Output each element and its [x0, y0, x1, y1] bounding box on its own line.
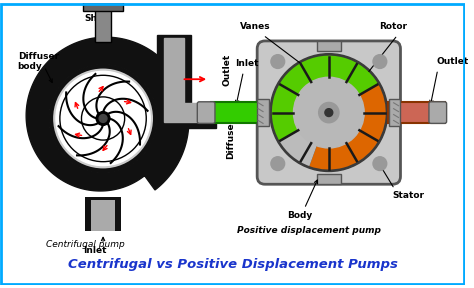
Text: Vanes: Vanes — [240, 22, 271, 31]
Polygon shape — [164, 38, 209, 122]
Polygon shape — [157, 35, 216, 128]
Circle shape — [293, 77, 364, 148]
Circle shape — [271, 55, 285, 69]
Text: Centrifugal pump: Centrifugal pump — [46, 240, 125, 249]
Text: Body: Body — [287, 211, 312, 220]
Circle shape — [373, 55, 387, 69]
Circle shape — [373, 157, 387, 170]
Wedge shape — [272, 56, 378, 141]
Bar — [83, 1, 123, 10]
Text: Stator: Stator — [392, 191, 425, 200]
Circle shape — [96, 112, 110, 125]
Text: Outlet: Outlet — [437, 57, 469, 66]
Text: Centrifugal vs Positive Displacement Pumps: Centrifugal vs Positive Displacement Pum… — [68, 258, 398, 271]
Text: Diffuser: Diffuser — [226, 118, 235, 159]
FancyBboxPatch shape — [197, 102, 215, 123]
Bar — [85, 197, 121, 231]
FancyBboxPatch shape — [429, 102, 447, 123]
Wedge shape — [280, 113, 329, 166]
Text: Outlet: Outlet — [223, 53, 232, 86]
FancyBboxPatch shape — [257, 41, 401, 184]
Wedge shape — [310, 84, 386, 170]
Text: Diffuser
body: Diffuser body — [18, 52, 59, 71]
Bar — [317, 175, 341, 184]
Circle shape — [271, 157, 285, 170]
Circle shape — [270, 54, 388, 171]
Circle shape — [319, 103, 338, 122]
Bar — [95, 3, 111, 42]
Bar — [388, 102, 445, 123]
Text: Inlet: Inlet — [83, 246, 107, 255]
Circle shape — [325, 109, 333, 117]
Text: Positive displacement pump: Positive displacement pump — [237, 226, 381, 236]
Bar — [91, 200, 115, 231]
Circle shape — [99, 115, 107, 122]
Circle shape — [51, 67, 155, 170]
Text: Inlet: Inlet — [236, 59, 259, 68]
Circle shape — [56, 71, 150, 166]
Bar — [317, 41, 341, 51]
Bar — [211, 102, 268, 123]
Text: Rotor: Rotor — [379, 22, 407, 31]
Text: Shaft: Shaft — [84, 14, 112, 23]
Polygon shape — [26, 37, 189, 191]
Bar — [389, 99, 401, 126]
Bar — [257, 99, 269, 126]
